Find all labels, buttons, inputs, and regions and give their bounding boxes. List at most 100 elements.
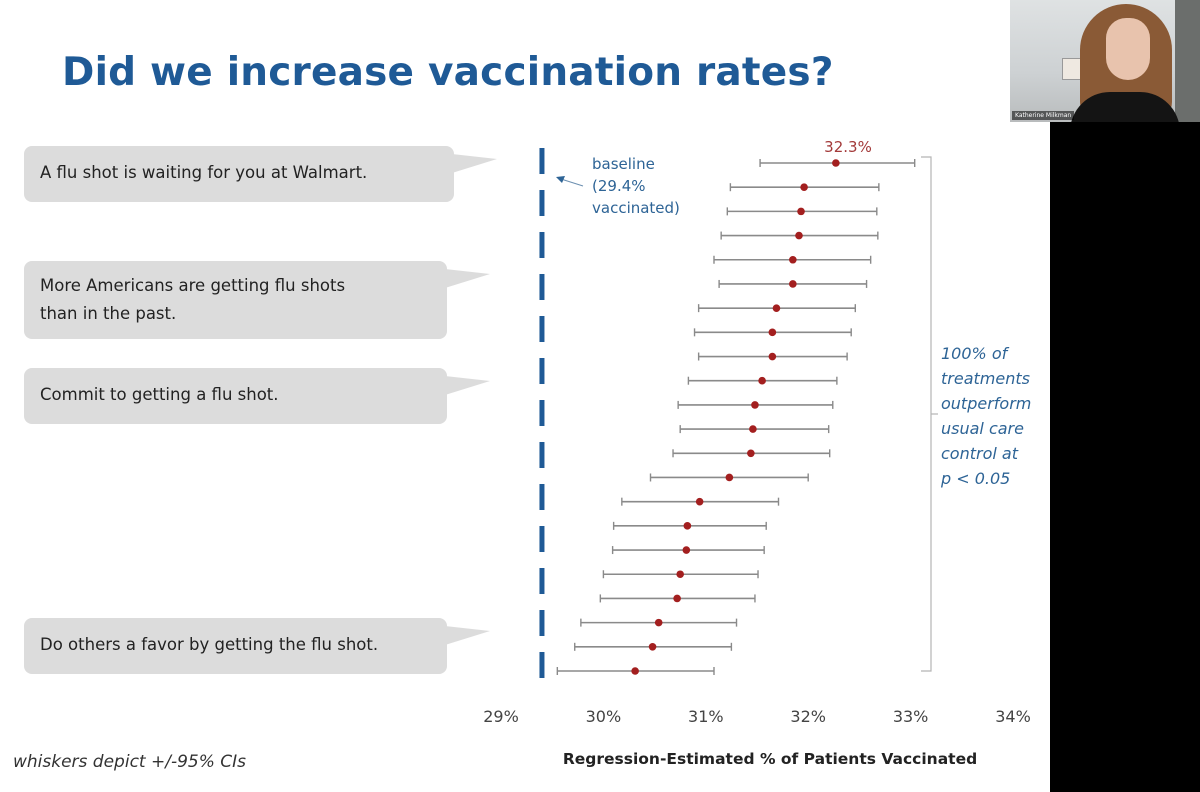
top-estimate-label: 32.3% [824,138,872,156]
point-estimate [695,497,704,506]
estimate-row [621,497,780,506]
point-estimate [768,328,777,337]
estimate-row [679,425,830,434]
x-tick-label: 31% [688,707,724,726]
baseline-dash [539,400,545,426]
participant-video[interactable]: Katherine Milkman [1010,0,1200,122]
point-estimate [772,304,781,312]
baseline-dash [539,442,545,468]
message-text: A flu shot is waiting for you at Walmart… [40,163,368,182]
annotation-line: usual care [941,419,1024,438]
annotation-line: 100% of [941,344,1010,363]
message-bubble: Commit to getting a flu shot. [24,368,490,424]
estimate-row [602,570,759,579]
speaker-face [1106,18,1150,80]
point-estimate [795,231,803,240]
estimate-row [729,183,880,192]
baseline-label-line: baseline [592,155,655,173]
speech-tail [445,269,490,288]
point-estimate [682,546,691,554]
baseline-dash [539,190,545,216]
estimate-row [687,376,838,385]
point-estimate [832,159,840,167]
estimate-row [599,594,756,603]
participant-name-tag: Katherine Milkman [1012,111,1075,120]
estimate-row [759,159,916,167]
message-bubble: Do others a favor by getting the flu sho… [24,618,490,674]
baseline-dash [539,652,545,678]
x-tick-label: 29% [483,707,519,726]
speech-tail [445,626,490,645]
estimate-row [726,207,878,216]
baseline-dash [539,568,545,594]
point-estimate [648,643,657,651]
message-bubble: A flu shot is waiting for you at Walmart… [24,146,497,202]
baseline-group [539,148,545,678]
baseline-dash [539,484,545,510]
estimate-row [720,231,879,240]
annotation-line: outperform [941,394,1031,413]
point-estimate [676,570,684,579]
point-estimate [751,401,759,409]
baseline-label: baseline (29.4% vaccinated) [556,155,680,217]
message-bubble: More Americans are getting flu shots tha… [24,261,490,339]
baseline-dash [539,526,545,552]
baseline-label-line: vaccinated) [592,199,680,217]
point-estimate [768,352,777,361]
baseline-dash [539,274,545,300]
point-estimate [747,449,755,458]
estimate-row [649,473,809,482]
message-text: than in the past. [40,304,177,323]
baseline-pointer-line [560,178,584,187]
point-estimate [654,618,663,627]
estimate-row [580,618,738,627]
point-estimate [673,594,681,603]
slide-title: Did we increase vaccination rates? [62,50,834,95]
estimate-row [718,279,868,288]
estimate-row [713,255,872,264]
point-estimate [758,376,766,385]
x-tick-label: 32% [790,707,826,726]
x-tick-label: 33% [893,707,929,726]
speech-tail [445,376,490,395]
x-axis-title: Regression-Estimated % of Patients Vacci… [563,750,977,768]
point-estimate [725,473,734,482]
slide: Did we increase vaccination rates? A flu… [13,50,1032,772]
baseline-arrowhead-icon [556,176,565,183]
baseline-dash [539,232,545,258]
speech-tail [452,154,497,173]
x-tick-label: 34% [995,707,1031,726]
baseline-label-line: (29.4% [592,177,646,195]
message-text: Commit to getting a flu shot. [40,385,279,404]
footnote: whiskers depict +/-95% CIs [13,752,247,772]
x-tick-label: 30% [586,707,622,726]
estimate-row [697,304,857,313]
point-estimate [789,255,797,264]
estimate-row [693,328,852,337]
point-estimate [800,183,808,191]
significance-annotation: 100% of treatments outperform usual care… [940,344,1031,488]
bracket [921,156,932,672]
estimate-row [611,546,765,555]
point-estimate [749,425,757,433]
point-estimate [631,667,639,675]
estimate-row [556,667,715,675]
estimate-row [672,449,831,458]
estimate-row [677,400,834,409]
estimate-row [697,352,848,361]
baseline-dash [539,358,545,384]
message-text: Do others a favor by getting the flu sho… [40,635,379,654]
baseline-dash [539,610,545,636]
forest-plot: 29% 30% 31% 32% 33% 34% Regression-Estimated … [483,138,1031,768]
estimate-row [612,521,767,530]
x-axis: 29% 30% 31% 32% 33% 34% [483,707,1031,726]
video-letterbox [1050,122,1200,792]
point-estimate [789,280,797,288]
point-estimate [797,207,805,216]
point-estimate [683,522,692,530]
annotation-line: treatments [941,369,1030,388]
annotation-line: p < 0.05 [940,469,1010,488]
baseline-dash [539,316,545,342]
message-text: More Americans are getting flu shots [40,276,346,295]
bookshelf [1175,0,1200,122]
